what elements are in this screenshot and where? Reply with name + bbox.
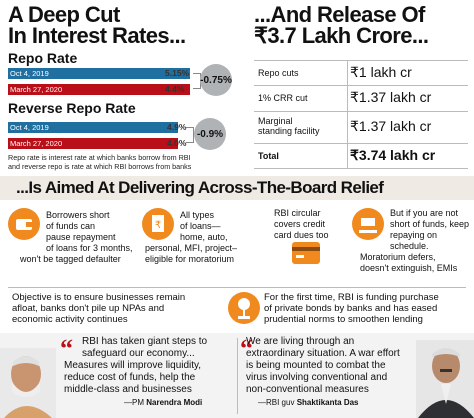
- relief-item-1-line: of loans for 3 months,: [46, 243, 133, 253]
- repo-delta: -0.75%: [200, 74, 232, 86]
- relief-item-2-line: eligible for moratorium: [145, 254, 235, 264]
- relief-item-1-line: pause repayment: [46, 232, 116, 242]
- repo-rate-title: Repo Rate: [8, 50, 78, 66]
- reverse-repo-bar-march: March 27, 2020: [8, 138, 178, 149]
- relief-item-3-line: card dues too: [274, 230, 329, 240]
- reverse-repo-value-oct: 4.9%: [167, 122, 187, 132]
- objective-left-line: Objective is to ensure businesses remain: [12, 292, 186, 303]
- quotes-divider: [237, 338, 238, 414]
- reverse-repo-title: Reverse Repo Rate: [8, 100, 136, 116]
- quote-right-line: non-conventional measures: [246, 384, 369, 395]
- table-row-label: Repo cuts: [258, 68, 299, 78]
- quote-left-line: RBI has taken giant steps to: [82, 336, 208, 347]
- reverse-repo-bracket: [186, 127, 194, 143]
- objective-right-line: prudential norms to smoothen lending: [264, 314, 423, 325]
- rate-note-line-1: Repo rate is interest rate at which bank…: [8, 153, 191, 162]
- reverse-repo-value-march: 4.0%: [167, 138, 187, 148]
- right-headline-line-1: ...And Release Of: [254, 2, 425, 27]
- repo-rate-date-march: March 27, 2020: [10, 85, 63, 94]
- table-row: Repo cuts ₹1 lakh cr: [254, 62, 468, 84]
- table-total-label: Total: [258, 151, 279, 161]
- relief-item-1-line: of funds can: [46, 221, 96, 231]
- table-row-label: standing facility: [258, 126, 320, 136]
- relief-item-1-line: won't be tagged defaulter: [20, 254, 121, 264]
- quote-right-line: We are living through an: [246, 336, 355, 347]
- table-rule: [254, 143, 468, 144]
- quote-right-line: virus involving conventional and: [246, 372, 388, 383]
- relief-item-2-line: of loans—: [180, 221, 221, 231]
- shaktikanta-das-photo: [416, 340, 474, 418]
- table-row-label: 1% CRR cut: [258, 93, 308, 103]
- table-row: 1% CRR cut ₹1.37 lakh cr: [254, 87, 468, 109]
- table-row-value: ₹1 lakh cr: [350, 64, 412, 80]
- table-rule-top: [254, 60, 468, 61]
- narendra-modi-photo: [0, 348, 56, 418]
- left-headline-line-2: In Interest Rates...: [8, 23, 186, 48]
- repo-rate-value-march: 4.4%: [165, 84, 185, 94]
- table-rule: [254, 111, 468, 112]
- left-headline-line-1: A Deep Cut: [8, 2, 120, 27]
- quote-mark-left: “: [60, 334, 73, 363]
- quote-left-attribution: —PM Narendra Modi: [124, 398, 202, 407]
- relief-item-2-line: home, auto,: [180, 232, 228, 242]
- relief-item-2-line: All types: [180, 210, 215, 220]
- repo-rate-bar-march: March 27, 2020: [8, 84, 190, 95]
- svg-text:₹: ₹: [155, 220, 161, 231]
- table-column-divider: [347, 60, 348, 168]
- reverse-repo-date-oct: Oct 4, 2019: [10, 123, 49, 132]
- table-row-label: Marginal: [258, 116, 293, 126]
- reverse-repo-delta-circle: -0.9%: [194, 118, 226, 150]
- objective-right-line: of private bonds by banks and has eased: [264, 303, 438, 314]
- quote-left-line: Measures will improve liquidity,: [64, 360, 202, 371]
- wallet-icon: [8, 208, 40, 240]
- quote-right-attribution: —RBI guv Shaktikanta Das: [258, 398, 359, 407]
- credit-card-icon: [292, 242, 320, 264]
- quote-right-line: is being mounted to combat the: [246, 360, 386, 371]
- relief-item-4-line: repaying on: [390, 230, 438, 240]
- table-rule-bottom: [254, 168, 468, 169]
- relief-item-4-line: But if you are not: [390, 208, 459, 218]
- table-row-total: Total ₹3.74 lakh cr: [254, 145, 468, 167]
- quote-left-attribution-prefix: —PM: [124, 398, 147, 407]
- quote-right-attribution-prefix: —RBI guv: [258, 398, 297, 407]
- repo-rate-date-oct: Oct 4, 2019: [10, 69, 49, 78]
- quote-left-line: safeguard our economy...: [82, 348, 195, 359]
- quote-left-attribution-name: Narendra Modi: [146, 398, 203, 407]
- table-row-value: ₹1.37 lakh cr: [350, 118, 432, 134]
- table-rule: [254, 85, 468, 86]
- table-row-value: ₹1.37 lakh cr: [350, 89, 432, 105]
- relief-item-1-line: Borrowers short: [46, 210, 110, 220]
- repo-rate-bar-oct: Oct 4, 2019: [8, 68, 190, 79]
- reverse-repo-delta: -0.9%: [196, 128, 224, 140]
- repo-rate-value-oct: 5.15%: [165, 68, 190, 78]
- objective-left-line: economic activity continues: [12, 314, 128, 325]
- rupee-document-icon: ₹: [142, 208, 174, 240]
- relief-item-4-line: Moratorium defers,: [360, 252, 436, 262]
- relief-item-3-line: covers credit: [274, 219, 326, 229]
- relief-item-4-line: doesn't extinguish, EMIs: [360, 263, 458, 273]
- relief-item-4-line: short of funds, keep: [390, 219, 470, 229]
- section-divider: [8, 287, 466, 288]
- repo-delta-circle: -0.75%: [200, 64, 232, 96]
- quote-right-line: extraordinary situation. A war effort: [246, 348, 400, 359]
- table-total-value: ₹3.74 lakh cr: [350, 147, 436, 163]
- relief-banner-text: ...Is Aimed At Delivering Across-The-Boa…: [16, 178, 384, 197]
- reverse-repo-bar-oct: Oct 4, 2019: [8, 122, 178, 133]
- rate-note-line-2: and reverse repo is rate at which RBI bo…: [8, 162, 192, 171]
- right-headline-line-2: ₹3.7 Lakh Crore...: [254, 23, 429, 48]
- quote-left-line: middle-class and businesses: [64, 384, 192, 395]
- quote-left-line: reduce cost of funds, help the: [64, 372, 196, 383]
- table-row: Marginal standing facility ₹1.37 lakh cr: [254, 113, 468, 141]
- relief-item-4-line: schedule.: [390, 241, 429, 251]
- quote-mark-right: “: [240, 334, 253, 363]
- relief-banner: [0, 176, 474, 200]
- money-tree-icon: [228, 292, 260, 324]
- objective-right-line: For the first time, RBI is funding purch…: [264, 292, 439, 303]
- money-hand-icon: [352, 208, 384, 240]
- relief-item-2-line: personal, MFI, project–: [145, 243, 238, 253]
- relief-item-3-line: RBI circular: [274, 208, 321, 218]
- reverse-repo-date-march: March 27, 2020: [10, 139, 63, 148]
- objective-left-line: afloat, banks don't pile up NPAs and: [12, 303, 165, 314]
- quote-right-attribution-name: Shaktikanta Das: [296, 398, 359, 407]
